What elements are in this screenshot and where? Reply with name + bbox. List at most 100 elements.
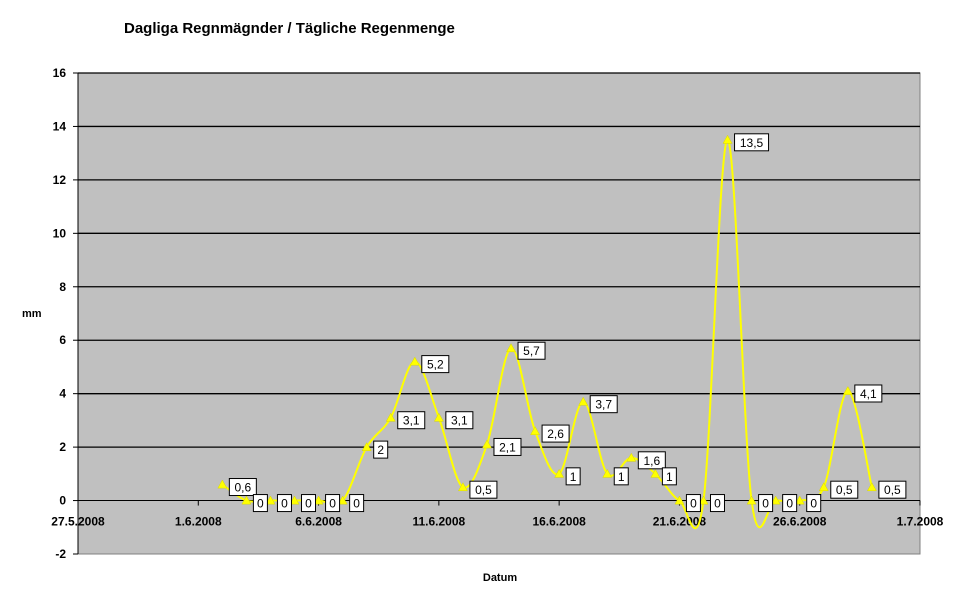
x-tick-label: 27.5.2008 — [51, 515, 105, 529]
data-label: 0,6 — [228, 478, 257, 497]
data-label-box — [228, 478, 257, 497]
data-label: 0 — [325, 494, 341, 513]
x-tick-label: 6.6.2008 — [295, 515, 342, 529]
data-label-text: 0 — [714, 497, 721, 511]
data-label: 0 — [276, 494, 292, 513]
data-label: 0 — [758, 494, 774, 513]
data-label-text: 2 — [377, 443, 384, 457]
data-label-box — [878, 480, 907, 499]
data-point — [674, 495, 685, 505]
data-label-text: 0 — [786, 497, 793, 511]
data-label-box — [565, 467, 581, 486]
series-markers — [217, 134, 877, 505]
data-label-box — [613, 467, 629, 486]
data-label-text: 0 — [353, 497, 360, 511]
data-point — [385, 412, 396, 422]
data-label-box — [445, 411, 474, 430]
data-label-text: 0 — [690, 497, 697, 511]
data-point — [361, 442, 372, 451]
data-label-text: 2,6 — [547, 427, 564, 441]
data-label-text: 3,1 — [451, 414, 468, 428]
data-label-text: 0 — [281, 497, 288, 511]
data-label: 0 — [806, 494, 822, 513]
data-point — [506, 343, 516, 353]
x-tick-label: 26.6.2008 — [773, 515, 827, 529]
data-label: 0 — [301, 494, 317, 513]
data-label: 1,6 — [637, 451, 666, 470]
y-tick-label: 12 — [53, 173, 67, 187]
data-label: 0,5 — [469, 480, 498, 499]
plot-area — [77, 72, 921, 555]
x-tick-label: 1.7.2008 — [897, 515, 944, 529]
data-point — [265, 495, 276, 505]
y-tick-label: 6 — [59, 333, 66, 347]
data-label: 3,1 — [445, 411, 474, 430]
data-label-text: 5,7 — [523, 344, 540, 358]
data-point — [794, 495, 805, 505]
data-label-box — [734, 133, 770, 152]
y-tick-label: 2 — [59, 440, 66, 454]
data-label-box — [709, 494, 725, 513]
data-label-text: 4,1 — [860, 387, 877, 401]
data-point — [554, 468, 565, 478]
data-point — [770, 495, 781, 505]
x-tick-label: 11.6.2008 — [412, 515, 465, 529]
data-label: 5,2 — [421, 355, 450, 374]
data-label-text: 0,5 — [475, 483, 492, 497]
y-tick-label: 10 — [53, 226, 67, 240]
data-label-box — [325, 494, 341, 513]
data-point — [626, 452, 637, 462]
data-label-box — [349, 494, 365, 513]
data-point — [482, 439, 492, 449]
data-label: 2 — [373, 440, 389, 459]
data-label: 1 — [613, 467, 629, 486]
data-point — [866, 482, 877, 492]
data-label-box — [661, 467, 677, 486]
data-label-text: 0,5 — [836, 483, 853, 497]
data-point — [578, 396, 589, 406]
data-point — [746, 495, 757, 505]
data-point — [457, 482, 468, 492]
data-label-box — [541, 424, 570, 443]
y-tick-label: 16 — [53, 66, 67, 80]
data-point — [217, 479, 228, 489]
x-tick-label: 1.6.2008 — [175, 515, 222, 529]
y-tick-label: 4 — [59, 387, 66, 401]
data-label-box — [758, 494, 774, 513]
x-tick-label: 16.6.2008 — [532, 515, 586, 529]
data-label-text: 13,5 — [740, 136, 764, 150]
data-label-text: 5,2 — [427, 358, 444, 372]
data-label-text: 1,6 — [643, 454, 660, 468]
data-label-text: 2,1 — [499, 440, 516, 454]
y-tick-label: 14 — [53, 119, 67, 133]
data-label-text: 0 — [329, 497, 336, 511]
x-tick-label: 21.6.2008 — [653, 515, 707, 529]
data-point — [530, 426, 541, 435]
data-label-text: 0 — [257, 497, 264, 511]
data-label: 0 — [782, 494, 798, 513]
data-point — [433, 412, 444, 422]
data-label: 13,5 — [734, 133, 770, 152]
data-label: 2,6 — [541, 424, 570, 443]
data-label: 0,5 — [830, 480, 859, 499]
data-label: 2,1 — [493, 437, 522, 456]
data-point — [409, 356, 420, 366]
data-point — [650, 468, 661, 478]
data-label: 3,1 — [397, 411, 426, 430]
data-label-box — [782, 494, 798, 513]
data-label: 0 — [709, 494, 725, 513]
x-axis-ticks: 27.5.2008 1.6.2008 6.6.2008 11.6.2008 16.6.2… — [51, 500, 944, 529]
data-label: 0 — [252, 494, 268, 513]
data-label-box — [854, 384, 883, 403]
data-label-text: 0,6 — [234, 481, 251, 495]
data-label: 0 — [685, 494, 701, 513]
data-label-box — [421, 355, 450, 374]
data-label-box — [806, 494, 822, 513]
data-label-box — [637, 451, 666, 470]
data-label: 1 — [661, 467, 677, 486]
chart-title: Dagliga Regnmägnder / Tägliche Regenmeng… — [124, 20, 455, 37]
data-label-box — [252, 494, 268, 513]
data-point — [818, 482, 829, 492]
data-point — [602, 468, 613, 478]
